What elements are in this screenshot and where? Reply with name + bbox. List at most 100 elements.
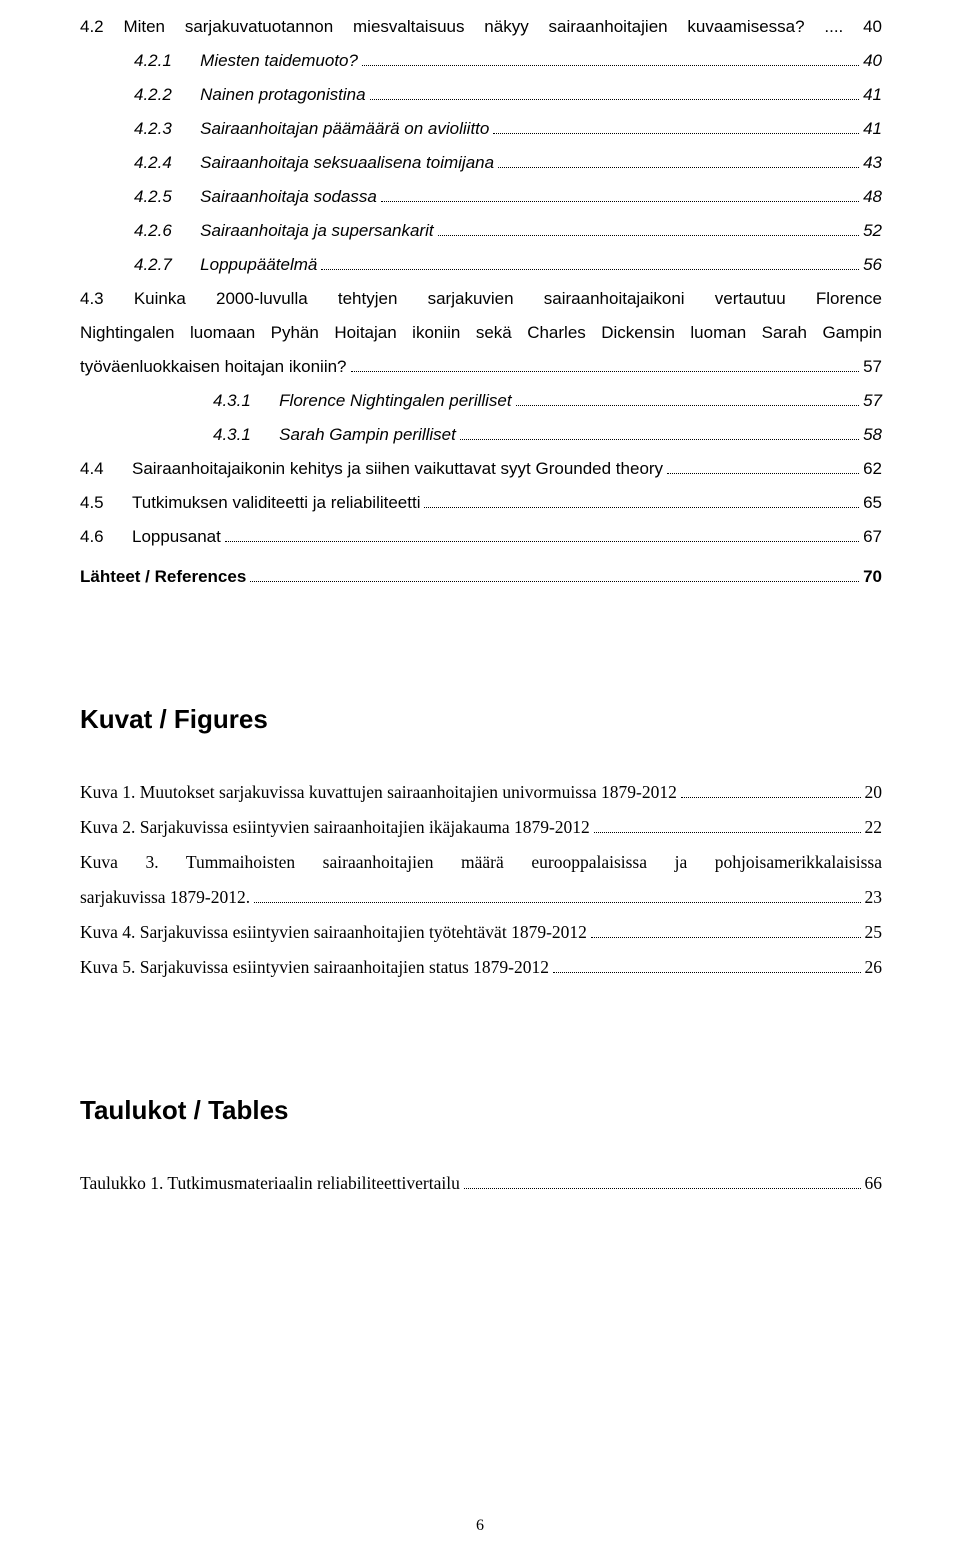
figure-label: Kuva 4. Sarjakuvissa esiintyvien sairaan… [80,915,587,950]
toc-label: Loppupäätelmä [200,248,317,282]
toc-label: Loppusanat [132,520,221,554]
toc-leader [362,52,859,66]
toc-entry: 4.6 Loppusanat 67 [80,520,882,554]
toc-page: 67 [863,520,882,554]
toc-entry: 4.4 Sairaanhoitajaikonin kehitys ja siih… [80,452,882,486]
toc-page: 70 [863,560,882,594]
figure-label: Kuva 5. Sarjakuvissa esiintyvien sairaan… [80,950,549,985]
figure-entry-line: Kuva 3. Tummaihoisten sairaanhoitajien m… [80,845,882,880]
toc-number: 4.5 [80,486,132,520]
tables-heading: Taulukot / Tables [80,1095,882,1126]
toc-page: 58 [863,418,882,452]
toc-entry: 4.2 Miten sarjakuvatuotannon miesvaltais… [80,10,882,44]
figure-entry: Kuva 2. Sarjakuvissa esiintyvien sairaan… [80,810,882,845]
toc-entry: 4.2.2 Nainen protagonistina 41 [80,78,882,112]
toc-label: Miesten taidemuoto? [200,44,358,78]
figures-list: Kuva 1. Muutokset sarjakuvissa kuvattuje… [80,775,882,985]
toc-entry: 4.2.3 Sairaanhoitajan päämäärä on avioli… [80,112,882,146]
table-of-contents: 4.2 Miten sarjakuvatuotannon miesvaltais… [80,10,882,594]
toc-leader [351,358,860,372]
toc-entry: työväenluokkaisen hoitajan ikoniin? 57 [80,350,882,384]
toc-number: 4.2.4 [134,146,200,180]
toc-page: 56 [863,248,882,282]
toc-label: työväenluokkaisen hoitajan ikoniin? [80,350,347,384]
toc-page: 52 [863,214,882,248]
figure-page: 23 [865,880,883,915]
toc-page: 57 [863,384,882,418]
toc-label: Sairaanhoitaja seksuaalisena toimijana [200,146,494,180]
figure-entry: Kuva 5. Sarjakuvissa esiintyvien sairaan… [80,950,882,985]
toc-entry-line: Nightingalen luomaan Pyhän Hoitajan ikon… [80,316,882,350]
figure-leader [681,783,861,798]
figure-leader [254,888,860,903]
toc-entry: 4.3.1 Sarah Gampin perilliset 58 [80,418,882,452]
toc-label: Florence Nightingalen perilliset [279,384,511,418]
toc-label: Sairaanhoitaja sodassa [200,180,377,214]
toc-page: 41 [863,78,882,112]
toc-leader [460,426,859,440]
figures-heading: Kuvat / Figures [80,704,882,735]
toc-page: 57 [863,350,882,384]
toc-number: 4.6 [80,520,132,554]
toc-leader [225,528,859,542]
toc-page: 43 [863,146,882,180]
toc-label: Sairaanhoitajan päämäärä on avioliitto [200,112,489,146]
page-number: 6 [0,1517,960,1535]
toc-label: Sarah Gampin perilliset [279,418,456,452]
figure-entry: Kuva 4. Sarjakuvissa esiintyvien sairaan… [80,915,882,950]
figure-page: 22 [865,810,883,845]
figure-label: Kuva 1. Muutokset sarjakuvissa kuvattuje… [80,775,677,810]
figure-entry: Kuva 1. Muutokset sarjakuvissa kuvattuje… [80,775,882,810]
figure-page: 20 [865,775,883,810]
toc-number: 4.4 [80,452,132,486]
toc-page: 41 [863,112,882,146]
toc-number: 4.2.7 [134,248,200,282]
figure-leader [591,923,861,938]
toc-number: 4.2.2 [134,78,200,112]
toc-entry: 4.5 Tutkimuksen validiteetti ja reliabil… [80,486,882,520]
table-entry: Taulukko 1. Tutkimusmateriaalin reliabil… [80,1166,882,1201]
toc-leader [667,460,859,474]
toc-page: 40 [863,44,882,78]
figure-label: Kuva 2. Sarjakuvissa esiintyvien sairaan… [80,810,590,845]
toc-page: 48 [863,180,882,214]
document-page: 4.2 Miten sarjakuvatuotannon miesvaltais… [0,0,960,1563]
toc-leader [381,188,859,202]
figure-leader [594,818,861,833]
toc-number: 4.3.1 [213,384,279,418]
toc-leader [516,392,859,406]
toc-page: 65 [863,486,882,520]
table-label: Taulukko 1. Tutkimusmateriaalin reliabil… [80,1166,460,1201]
figure-leader [553,958,860,973]
toc-number: 4.2.3 [134,112,200,146]
toc-entry: Lähteet / References 70 [80,560,882,594]
toc-label: Tutkimuksen validiteetti ja reliabilitee… [132,486,421,520]
figure-page: 26 [865,950,883,985]
toc-number: 4.2.6 [134,214,200,248]
toc-page: 62 [863,452,882,486]
toc-entry: 4.2.5 Sairaanhoitaja sodassa 48 [80,180,882,214]
toc-number: 4.2.1 [134,44,200,78]
toc-leader [321,256,859,270]
toc-number: 4.3.1 [213,418,279,452]
table-page: 66 [865,1166,883,1201]
figure-label: sarjakuvissa 1879-2012. [80,880,250,915]
toc-label: Lähteet / References [80,560,246,594]
toc-entry: 4.2.7 Loppupäätelmä 56 [80,248,882,282]
tables-list: Taulukko 1. Tutkimusmateriaalin reliabil… [80,1166,882,1201]
toc-label: Nainen protagonistina [200,78,365,112]
toc-entry: 4.2.4 Sairaanhoitaja seksuaalisena toimi… [80,146,882,180]
figure-entry: sarjakuvissa 1879-2012. 23 [80,880,882,915]
toc-label: Sairaanhoitaja ja supersankarit [200,214,433,248]
figure-page: 25 [865,915,883,950]
toc-entry: 4.3.1 Florence Nightingalen perilliset 57 [80,384,882,418]
toc-label: Sairaanhoitajaikonin kehitys ja siihen v… [132,452,663,486]
toc-number: 4.2.5 [134,180,200,214]
toc-leader [250,568,859,582]
toc-entry: 4.2.1 Miesten taidemuoto? 40 [80,44,882,78]
toc-leader [370,86,860,100]
table-leader [464,1174,861,1189]
toc-entry-line: 4.3 Kuinka 2000-luvulla tehtyjen sarjaku… [80,282,882,316]
toc-entry: 4.2.6 Sairaanhoitaja ja supersankarit 52 [80,214,882,248]
toc-leader [493,120,859,134]
